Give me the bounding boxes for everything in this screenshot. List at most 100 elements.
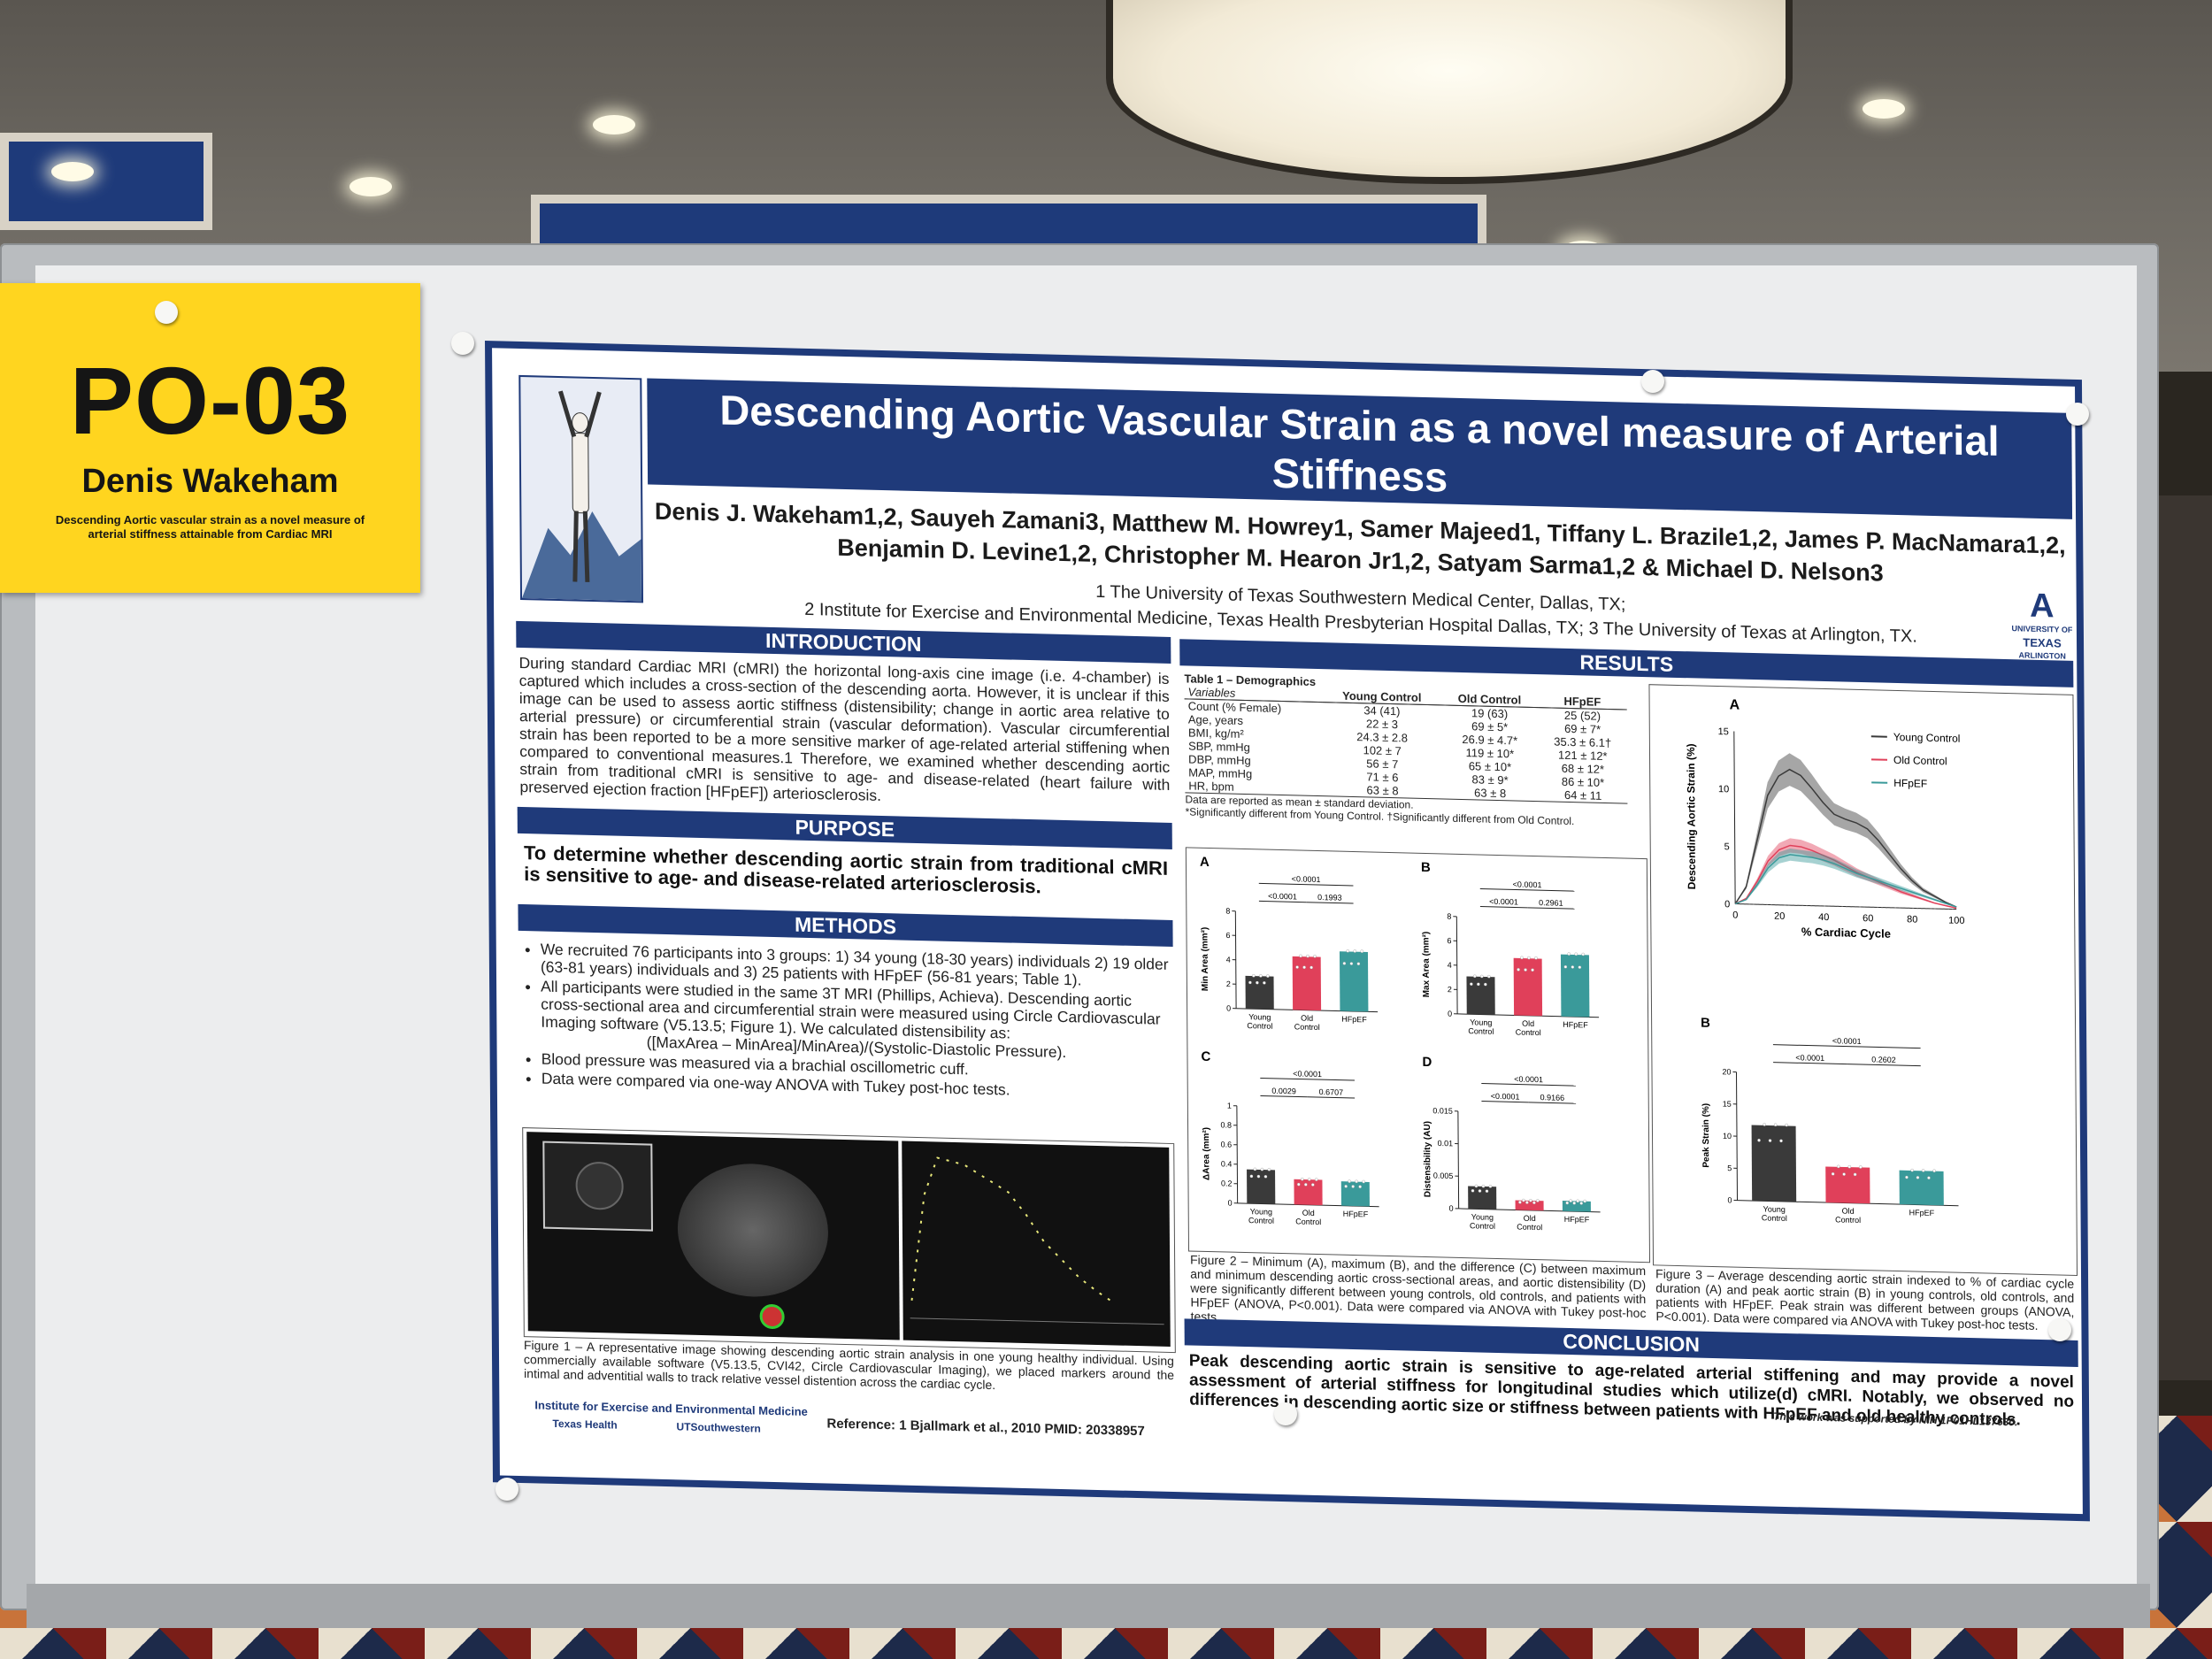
figure-3-caption: Figure 3 – Average descending aortic str…: [1655, 1266, 2075, 1333]
push-pin: [1641, 370, 1664, 393]
y-tick-label: 0: [1724, 899, 1730, 910]
data-point: [1905, 1175, 1909, 1179]
significance-bar: [1773, 1062, 1847, 1065]
x-tick-label: Young: [1248, 1012, 1271, 1022]
table-body: Count (% Female) 34 (41) 19 (63) 25 (52) Age…: [1185, 699, 1628, 803]
y-tick-label: 0.4: [1221, 1159, 1233, 1168]
bar: [1825, 1166, 1870, 1204]
p-value-label: <0.0001: [1293, 1069, 1322, 1079]
chandelier: [1106, 0, 1793, 184]
panel-letter: A: [1200, 855, 1210, 870]
x-tick-label: Control: [1247, 1021, 1272, 1031]
data-point: [1916, 1176, 1920, 1179]
methods-item-2: All participants were studied in the sam…: [541, 978, 1172, 1064]
y-tick-label: 0: [1449, 1204, 1454, 1213]
x-tick-label: Control: [1294, 1022, 1320, 1032]
x-tick-label: Young: [1471, 1212, 1494, 1222]
data-point: [1520, 956, 1524, 960]
data-point: [1267, 1168, 1271, 1171]
data-point: [1779, 1139, 1783, 1143]
x-tick-label: Old: [1522, 1019, 1534, 1028]
data-point: [1260, 1167, 1264, 1171]
zero-line: [1735, 903, 1957, 910]
x-tick-label: Control: [1470, 1221, 1495, 1231]
x-tick-label: HFpEF: [1343, 1210, 1369, 1219]
bar: [1292, 956, 1322, 1011]
panel-letter: A: [1730, 697, 1740, 712]
data-point: [1529, 1199, 1532, 1202]
data-point: [1248, 980, 1252, 985]
data-point: [1249, 1174, 1254, 1179]
ut-logo-top: UNIVERSITY OF: [2011, 624, 2073, 634]
bar: [1899, 1170, 1944, 1206]
x-tick-label: Old: [1301, 1014, 1313, 1023]
data-point: [1847, 1164, 1852, 1169]
data-point: [1314, 1178, 1318, 1181]
strain-curve-plot: [910, 1156, 1164, 1325]
data-point: [1524, 968, 1527, 972]
data-point: [1485, 1189, 1489, 1193]
p-value-label: 0.2961: [1539, 898, 1563, 908]
data-point: [1356, 962, 1361, 966]
y-tick-label: 20: [1722, 1067, 1731, 1076]
methods-list-container: We recruited 76 participants into 3 grou…: [521, 940, 1172, 1104]
data-point: [1310, 965, 1313, 970]
y-axis-label: Peak Strain (%): [1701, 1103, 1712, 1168]
data-point: [1349, 962, 1354, 965]
data-point: [1304, 1183, 1308, 1187]
data-point: [1583, 1199, 1587, 1203]
x-tick-label: Control: [1762, 1213, 1787, 1223]
panel-letter: D: [1422, 1055, 1432, 1070]
x-tick-label: 80: [1907, 914, 1917, 925]
series-line: [1734, 768, 1957, 908]
p-value-label: 0.6707: [1319, 1087, 1344, 1097]
bar: [1340, 1181, 1370, 1207]
y-tick-label: 15: [1723, 1099, 1732, 1108]
bar: [1294, 1179, 1323, 1206]
y-tick-label: 2: [1448, 985, 1452, 994]
demographics-table: Variables Young Control Old Control HFpE…: [1184, 685, 1628, 803]
p-value-label: <0.0001: [1832, 1036, 1862, 1046]
ut-arlington-logo: A UNIVERSITY OF TEXAS ARLINGTON: [2007, 587, 2078, 661]
y-tick-label: 5: [1724, 841, 1730, 852]
data-point: [1256, 1174, 1261, 1179]
mri-zoom-inset: [542, 1141, 653, 1232]
significance-bar: [1307, 1096, 1356, 1099]
title-band: Descending Aortic Vascular Strain as a n…: [647, 378, 2073, 555]
x-tick-label: 0: [1732, 910, 1738, 920]
purpose-text: To determine whether descending aortic s…: [523, 841, 1169, 898]
data-point: [1581, 952, 1586, 956]
aorta-crosssection: [575, 1161, 624, 1210]
data-point: [1344, 1185, 1348, 1188]
footer-institute: Institute for Exercise and Environmental…: [534, 1398, 808, 1418]
figure-2-panel: A 0 2 4 6 8 Min Area (mm²) Young Control Old Contr…: [1185, 847, 1651, 1263]
data-point: [1932, 1169, 1936, 1173]
data-point: [1353, 949, 1357, 953]
push-pin: [155, 301, 178, 324]
bar: [1468, 1186, 1497, 1210]
x-tick-label: HFpEF: [1564, 1215, 1590, 1225]
bar: [1247, 1169, 1276, 1204]
push-pin: [2066, 403, 2089, 426]
y-tick-label: 2: [1226, 979, 1231, 988]
p-value-label: 0.2602: [1871, 1055, 1896, 1064]
x-tick-label: HFpEF: [1563, 1020, 1588, 1030]
data-point: [1536, 1199, 1540, 1202]
y-tick-label: 0: [1226, 1004, 1231, 1013]
y-tick-label: 10: [1718, 784, 1729, 795]
y-tick-label: 6: [1447, 936, 1451, 945]
star-a-icon: A: [2029, 587, 2055, 626]
mri-image: [526, 1132, 900, 1340]
data-point: [1488, 1185, 1493, 1188]
y-tick-label: 8: [1447, 912, 1451, 921]
data-point: [1531, 968, 1534, 972]
downlight: [593, 115, 635, 134]
strain-curve-image: [902, 1141, 1171, 1347]
data-point: [1785, 1123, 1788, 1127]
y-axis: [1733, 731, 1736, 904]
x-tick-label: 60: [1863, 913, 1873, 924]
data-point: [1263, 1174, 1268, 1179]
bar: [1562, 1201, 1591, 1212]
data-point: [1346, 949, 1350, 953]
significance-bar: [1260, 1077, 1355, 1081]
